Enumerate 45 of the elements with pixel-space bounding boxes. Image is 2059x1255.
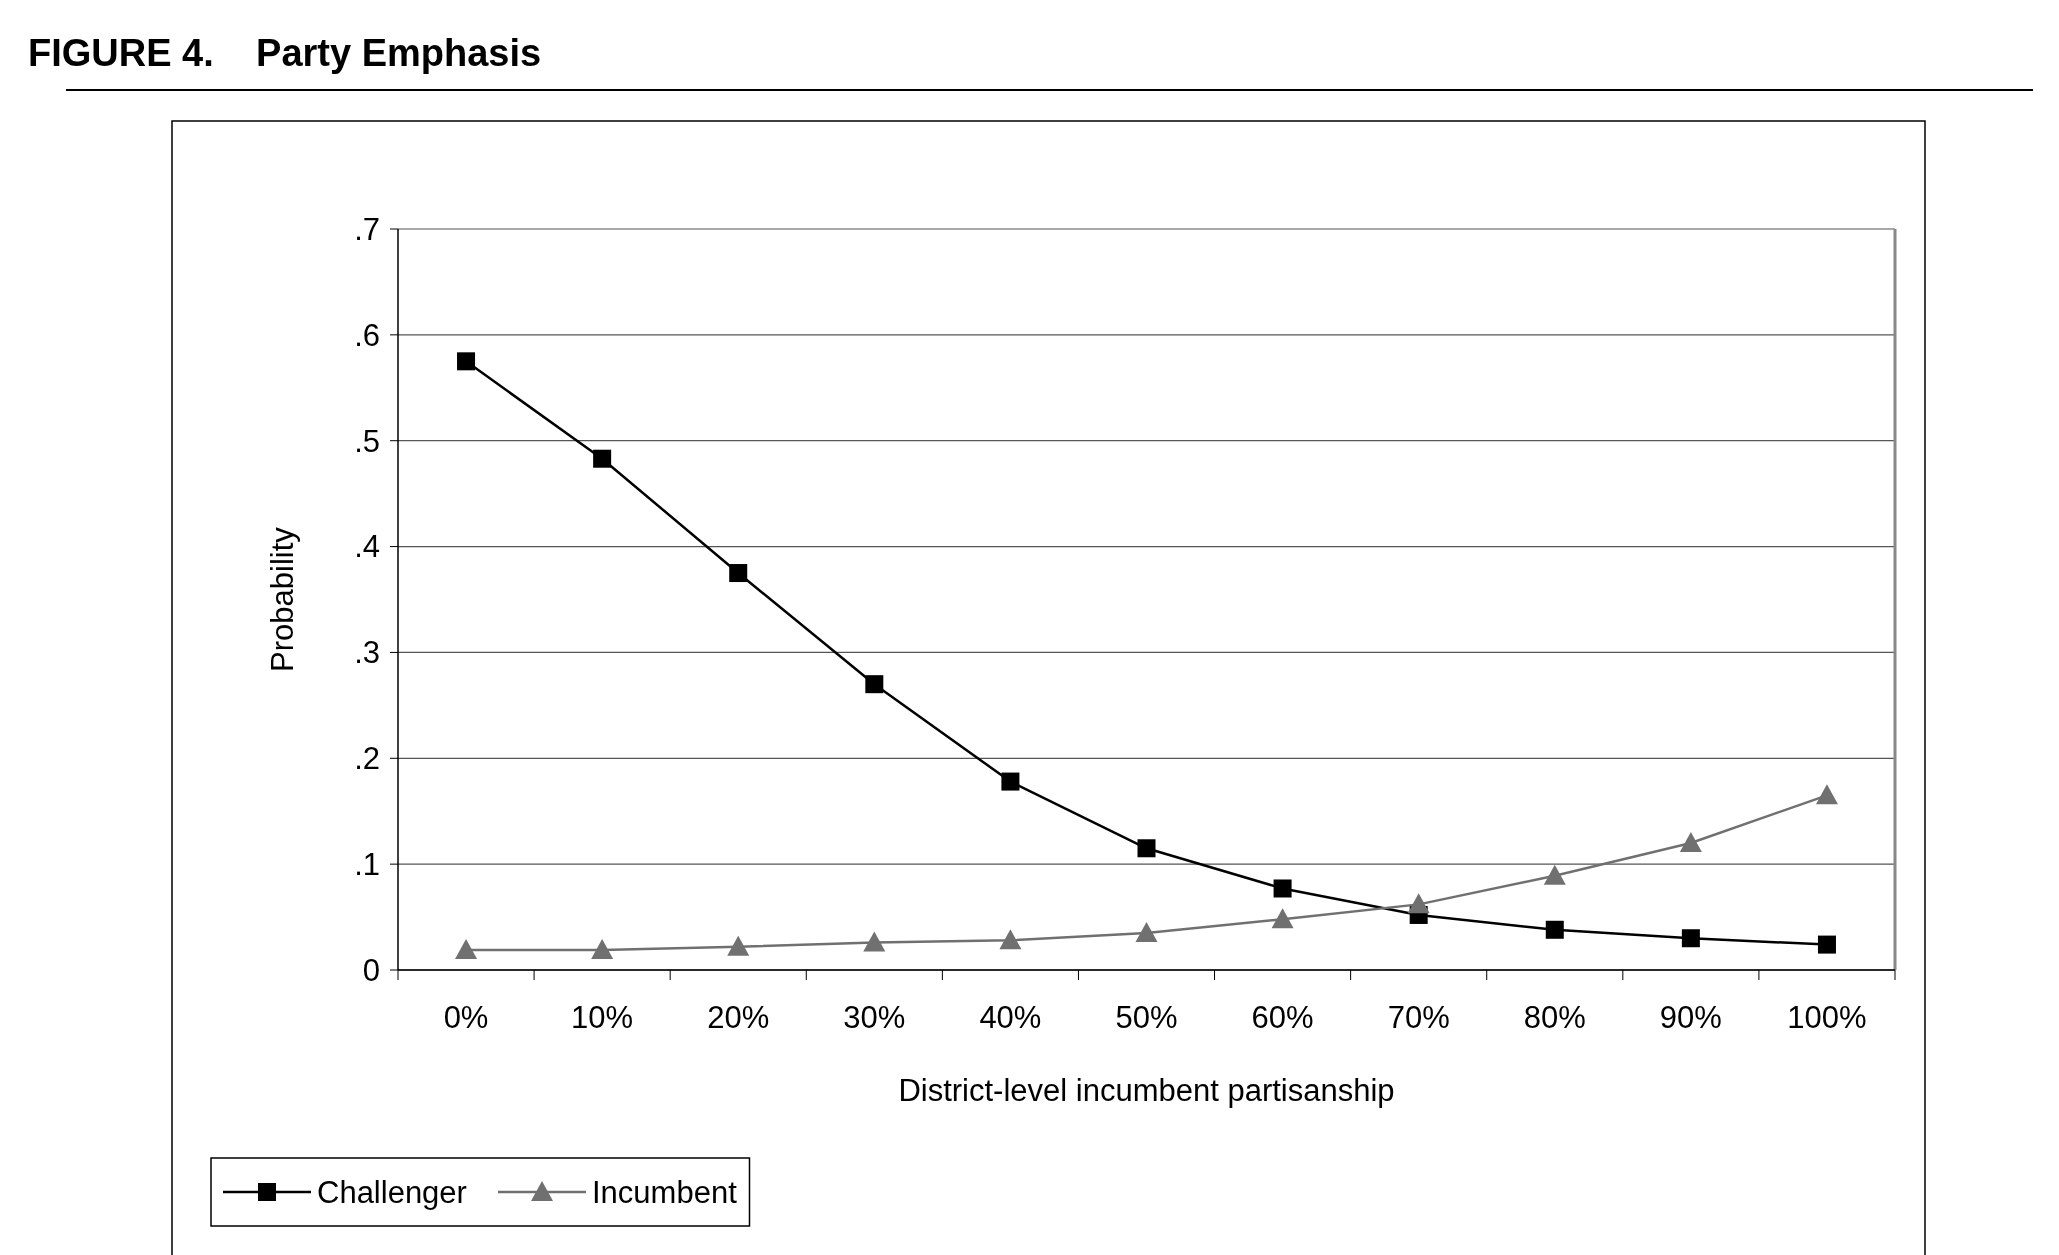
point [1271,908,1294,929]
legend-label: Challenger [317,1174,467,1210]
y-tick-label: 0 [362,952,380,988]
x-tick-label: 60% [1251,1000,1314,1035]
y-tick-label: .6 [354,317,380,353]
point [865,675,884,694]
point [1545,920,1564,939]
point [727,935,750,956]
x-axis-title: District-level incumbent partisanship [898,1073,1395,1108]
point [1407,893,1430,914]
point [1543,864,1566,885]
y-tick-label: .7 [354,211,380,247]
y-tick-label: .2 [354,741,380,777]
point [863,931,886,952]
legend-label: Incumbent [592,1174,738,1210]
point [1135,921,1158,942]
point [455,938,478,959]
point [729,564,748,583]
x-tick-label: 70% [1387,1000,1450,1035]
point [591,938,614,959]
x-tick-label: 0% [443,1000,489,1035]
x-tick-label: 30% [843,1000,906,1035]
point [593,449,612,468]
x-tick-label: 90% [1659,1000,1722,1035]
x-tick-label: 40% [979,1000,1042,1035]
y-axis-title: Probability [265,526,300,672]
point [999,929,1022,950]
point [1679,831,1702,852]
x-tick-label: 100% [1787,1000,1867,1035]
point [1001,772,1020,791]
point [1817,935,1836,954]
x-tick-label: 10% [571,1000,634,1035]
y-tick-label: .1 [354,846,380,882]
x-tick-label: 50% [1115,1000,1178,1035]
y-tick-label: .5 [354,423,380,459]
point [1273,879,1292,898]
point [457,352,476,371]
y-tick-label: .3 [354,635,380,671]
x-tick-label: 80% [1523,1000,1586,1035]
point [1137,839,1156,858]
point [1681,929,1700,948]
point [1815,784,1838,805]
y-tick-label: .4 [354,529,380,565]
chart-title: FIGURE 4. Party Emphasis [28,32,542,74]
x-tick-label: 20% [707,1000,770,1035]
